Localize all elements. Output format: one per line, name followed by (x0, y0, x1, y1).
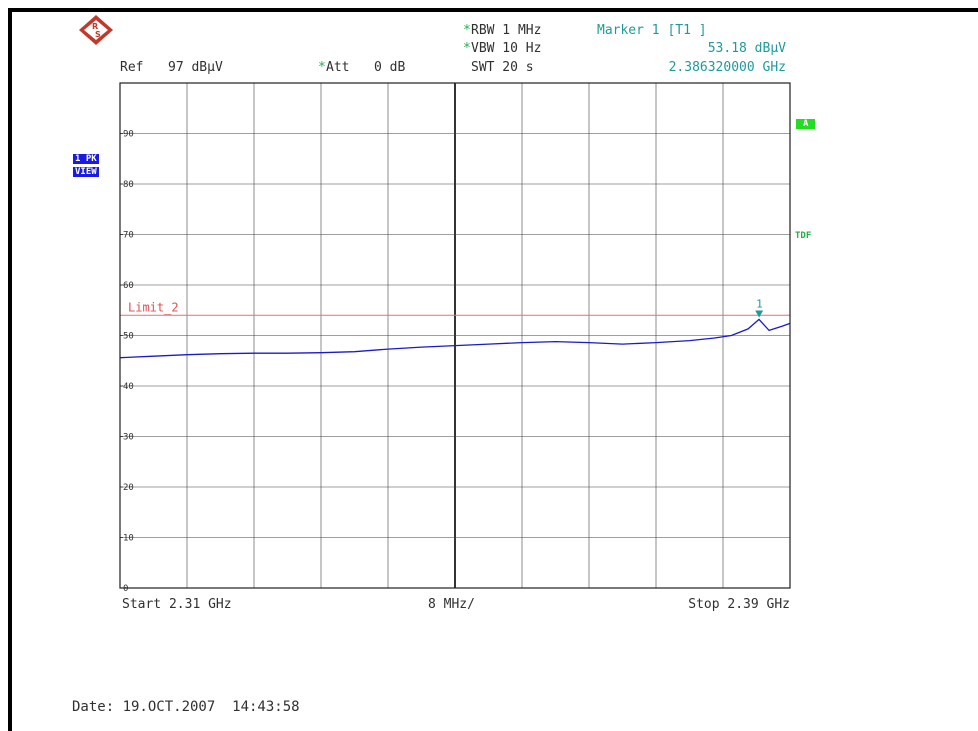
marker-triangle-icon (755, 310, 764, 318)
tdf-label: TDF (795, 231, 812, 241)
ref-label: Ref (120, 60, 144, 75)
y-tick-label: 30 (123, 433, 134, 443)
trace-mode-badge-pk: 1 PK (73, 154, 99, 164)
svg-text:S: S (95, 30, 101, 39)
y-tick-label: 70 (123, 231, 134, 241)
ref-value: 97 dBµV (168, 60, 223, 75)
y-tick-label: 0 (123, 584, 128, 594)
date-stamp: Date: 19.OCT.2007 14:43:58 (72, 699, 300, 715)
swt-label: SWT 20 s (471, 60, 534, 75)
y-tick-label: 60 (123, 281, 134, 291)
marker-level: 53.18 dBµV (707, 41, 786, 56)
marker-frequency: 2.386320000 GHz (668, 60, 786, 75)
limit-line-label: Limit_2 (128, 300, 179, 314)
marker-group: 1 (755, 297, 764, 318)
rbw-star: * (463, 23, 471, 38)
frame-top-border (8, 8, 978, 12)
trace-mode-badge-view: VIEW (73, 167, 99, 177)
limit-line-group: Limit_2 (120, 300, 790, 316)
y-tick-label: 90 (123, 130, 134, 140)
att-value: 0 dB (374, 60, 406, 75)
vbw-star: * (463, 41, 471, 56)
vbw-label: VBW 10 Hz (471, 41, 542, 56)
trace-a-badge: A (796, 119, 816, 129)
y-tick-label: 80 (123, 180, 134, 190)
svg-text:R: R (92, 22, 98, 31)
frame-left-border (8, 8, 12, 731)
marker-label: 1 (756, 297, 763, 310)
span-per-division: 8 MHz/ (428, 597, 475, 612)
y-tick-label: 20 (123, 483, 134, 493)
y-tick-label: 10 (123, 534, 134, 544)
stop-frequency: Stop 2.39 GHz (688, 597, 790, 612)
y-axis-ticks: 0 10 20 30 40 50 60 70 80 90 (120, 130, 134, 594)
y-tick-label: 40 (123, 382, 134, 392)
rbw-label: RBW 1 MHz (471, 23, 542, 38)
grid (120, 83, 790, 589)
marker-title: Marker 1 [T1 ] (597, 23, 707, 38)
att-label: Att (326, 60, 350, 75)
start-frequency: Start 2.31 GHz (122, 597, 232, 612)
trace-group (119, 318, 791, 359)
trace-line (119, 318, 791, 359)
rohde-schwarz-logo-icon: R S (79, 15, 113, 45)
y-tick-label: 50 (123, 332, 134, 342)
plot-frame (119, 82, 791, 589)
att-star: * (318, 60, 326, 75)
